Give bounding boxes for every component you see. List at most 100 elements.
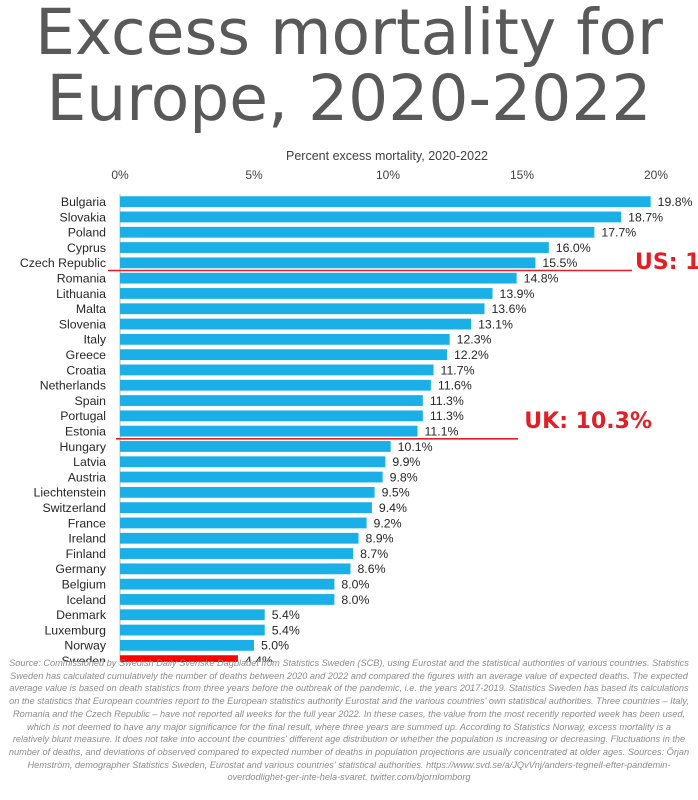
value-label: 13.1% [478, 317, 513, 331]
value-label: 5.0% [261, 639, 289, 653]
value-label: 13.9% [500, 287, 535, 301]
bar [120, 441, 391, 452]
category-label: Norway [64, 639, 107, 653]
value-label: 19.8% [658, 195, 693, 209]
value-label: 17.7% [601, 226, 636, 240]
bar-chart: Percent excess mortality, 2020-2022 0% 5%… [20, 149, 698, 662]
category-label: Austria [68, 470, 106, 484]
source-note: Source: Commissioned by Swedish Daily Sv… [8, 658, 690, 783]
value-label: 8.9% [366, 532, 394, 546]
bar [120, 318, 472, 330]
x-tick-label: 10% [376, 168, 400, 182]
category-label: Greece [66, 348, 106, 362]
x-tick-label: 20% [644, 168, 668, 182]
title-line-1: Excess mortality for [35, 0, 663, 69]
bar [120, 410, 423, 422]
value-label: 9.2% [374, 516, 402, 530]
category-label: Bulgaria [61, 195, 106, 209]
bar [120, 594, 335, 605]
category-label: Estonia [65, 424, 106, 438]
bar [120, 471, 383, 483]
value-label: 11.1% [424, 424, 458, 438]
bar [120, 624, 265, 636]
x-tick-label: 0% [111, 168, 129, 182]
bar [120, 395, 423, 406]
bar [120, 532, 359, 544]
bar [120, 609, 265, 621]
bar [120, 548, 354, 559]
value-label: 11.7% [441, 363, 475, 377]
bar [120, 196, 651, 208]
value-label: 12.3% [457, 333, 492, 347]
category-label: Ireland [68, 532, 106, 546]
value-label: 5.4% [272, 623, 300, 637]
value-label: 13.6% [491, 302, 526, 316]
category-label: Portugal [60, 409, 106, 423]
category-label: Cyprus [67, 241, 106, 255]
category-label: Hungary [60, 440, 107, 454]
value-label: 9.8% [390, 470, 418, 484]
bar [120, 288, 493, 299]
bar [120, 226, 595, 238]
category-label: Latvia [73, 455, 106, 469]
category-label: Slovakia [60, 210, 107, 224]
x-tick-label: 5% [245, 168, 263, 182]
reference-label: US: 15% [635, 250, 698, 275]
bar [120, 578, 335, 590]
bar [120, 257, 536, 269]
category-label: Iceland [66, 593, 106, 607]
value-label: 9.5% [382, 486, 410, 500]
value-label: 9.4% [379, 501, 407, 515]
category-label: Croatia [66, 363, 106, 377]
bar [120, 242, 549, 253]
value-label: 10.1% [398, 440, 433, 454]
chart-title: Percent excess mortality, 2020-2022 [286, 149, 488, 163]
value-label: 8.0% [341, 577, 369, 591]
bar [120, 502, 372, 514]
category-label: Sweden [62, 654, 107, 662]
category-label: Spain [75, 394, 107, 408]
category-label: Switzerland [42, 501, 106, 515]
category-label: Italy [83, 333, 106, 347]
category-label: Finland [66, 547, 106, 561]
category-label: Liechtenstein [34, 486, 107, 500]
bar [120, 364, 434, 376]
category-label: Czech Republic [20, 256, 106, 270]
category-label: Poland [68, 226, 106, 240]
value-label: 4.4% [245, 654, 273, 662]
bar [120, 655, 238, 662]
bar [120, 211, 622, 223]
category-label: Belgium [62, 577, 106, 591]
value-label: 16.0% [556, 241, 591, 255]
reference-label: UK: 10.3% [524, 409, 652, 434]
bar [120, 639, 254, 651]
value-label: 8.6% [357, 562, 385, 576]
category-label: France [68, 516, 106, 530]
page-title: Excess mortality for Europe, 2020-2022 [0, 0, 698, 132]
value-label: 5.4% [272, 608, 300, 622]
bar [120, 425, 418, 437]
x-tick-label: 15% [510, 168, 534, 182]
bar [120, 563, 351, 575]
value-label: 15.5% [542, 256, 577, 270]
bar [120, 379, 431, 391]
bar [120, 333, 450, 345]
bar [120, 272, 517, 284]
bar [120, 517, 367, 529]
category-label: Germany [55, 562, 106, 576]
category-label: Netherlands [40, 379, 106, 393]
value-label: 11.6% [438, 379, 472, 393]
bar [120, 486, 375, 498]
title-line-2: Europe, 2020-2022 [46, 62, 652, 135]
value-label: 11.3% [430, 409, 464, 423]
bar [120, 349, 447, 361]
category-label: Romania [57, 271, 106, 285]
value-label: 8.0% [341, 593, 369, 607]
category-label: Lithuania [56, 287, 106, 301]
category-label: Denmark [56, 608, 107, 622]
bar [120, 456, 386, 468]
value-label: 14.8% [524, 271, 559, 285]
value-label: 9.9% [392, 455, 420, 469]
category-label: Malta [76, 302, 106, 316]
category-label: Slovenia [59, 317, 106, 331]
